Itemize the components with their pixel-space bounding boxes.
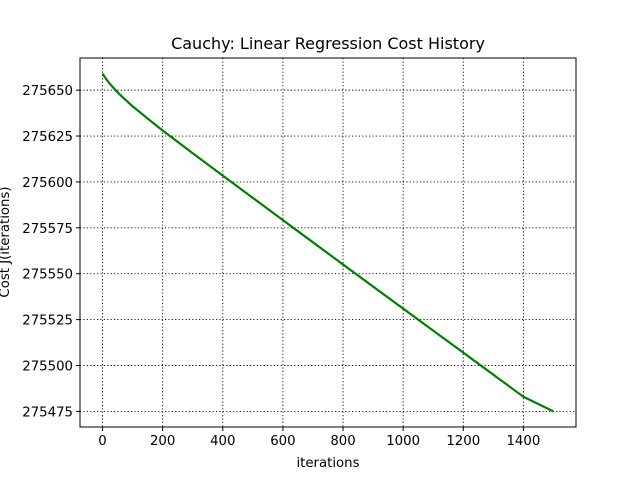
x-tick-label: 0 <box>98 434 106 449</box>
y-tick-label: 275600 <box>22 176 73 191</box>
y-axis-label: Cost J(iterations) <box>0 186 13 297</box>
x-tick-label: 400 <box>210 434 235 449</box>
x-tick-label: 1200 <box>446 434 480 449</box>
x-tick-label: 1000 <box>386 434 420 449</box>
y-tick-label: 275475 <box>22 405 73 420</box>
y-tick-label: 275550 <box>22 268 73 283</box>
chart-title: Cauchy: Linear Regression Cost History <box>171 34 485 53</box>
series-layer <box>101 72 554 413</box>
y-tick-label: 275625 <box>22 130 73 145</box>
plot-frame <box>79 57 577 428</box>
cost-series-line <box>101 72 554 413</box>
axis-ticks: 0 200 400 600 800 1000 1200 1400 275475 275500 275… <box>22 84 540 449</box>
x-tick-label: 600 <box>270 434 295 449</box>
y-tick-label: 275575 <box>22 222 73 237</box>
x-axis-label: iterations <box>296 456 359 471</box>
y-tick-label: 275500 <box>22 360 73 375</box>
x-tick-label: 800 <box>330 434 355 449</box>
y-tick-label: 275525 <box>22 314 73 329</box>
y-tick-label: 275650 <box>22 84 73 99</box>
x-tick-label: 1400 <box>506 434 540 449</box>
grid <box>80 58 576 427</box>
x-tick-label: 200 <box>150 434 175 449</box>
